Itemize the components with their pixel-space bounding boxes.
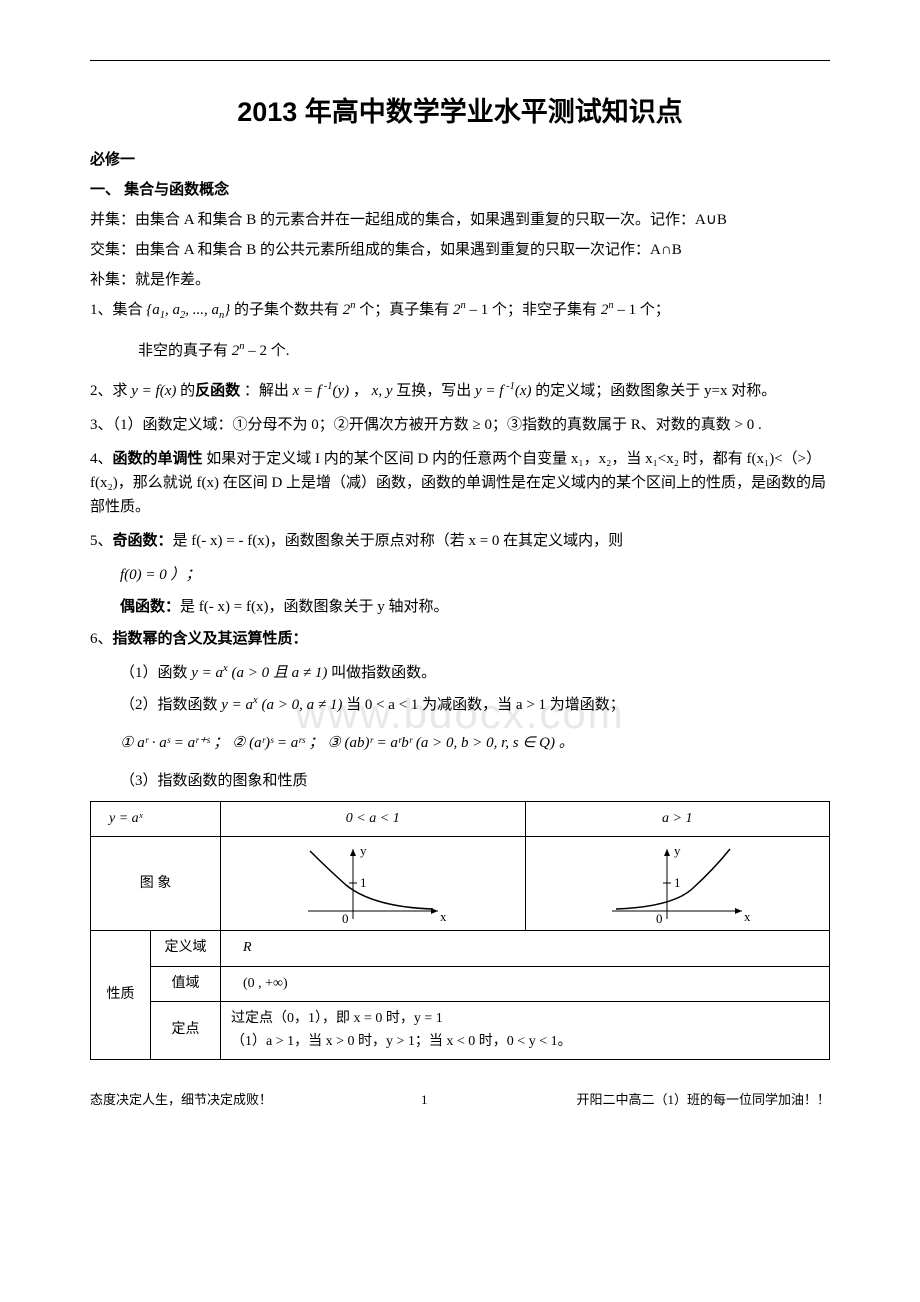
item1-mid: 的子集个数共有: [234, 302, 339, 318]
item-5: 5、奇函数：是 f(- x) = - f(x)，函数图象关于原点对称（若 x =…: [90, 529, 830, 553]
xy: x, y: [372, 383, 393, 399]
item6-bold: 指数幂的含义及其运算性质：: [113, 630, 308, 647]
th-graph-label: 图 象: [91, 837, 221, 931]
fixed-label: 定点: [151, 1002, 221, 1060]
top-rule: [90, 60, 830, 61]
svg-text:x: x: [744, 909, 751, 924]
set-notation: {a1, a2, ..., an}: [146, 302, 230, 318]
svg-text:0: 0: [342, 911, 349, 926]
th-fn: y = aˣ: [91, 801, 221, 836]
item-5-even: 偶函数：是 f(- x) = f(x)，函数图象关于 y 轴对称。: [90, 595, 830, 619]
svg-text:y: y: [360, 843, 367, 858]
two-n-4: 2n: [232, 343, 245, 359]
item-5-f0: f(0) = 0 ）；: [90, 563, 830, 587]
item2-text3: 互换，写出: [396, 383, 471, 399]
item5-prefix: 5、: [90, 533, 113, 549]
union-def: 并集：由集合 A 和集合 B 的元素合并在一起组成的集合，如果遇到重复的只取一次…: [90, 208, 830, 232]
item6-prefix: 6、: [90, 631, 113, 647]
item5-bold2: 偶函数：: [120, 598, 180, 615]
increasing-exp-icon: x y 0 1: [592, 841, 762, 926]
range-label: 值域: [151, 966, 221, 1001]
item6-2-pre: （2）指数函数: [120, 697, 218, 713]
item-4: 4、函数的单调性 如果对于定义域 I 内的某个区间 D 内的任意两个自变量 x₁…: [90, 447, 830, 519]
graph-decreasing-cell: x y 0 1: [221, 837, 526, 931]
union-label: 并集：: [90, 212, 135, 228]
item5-text2: 是 f(- x) = f(x)，函数图象关于 y 轴对称。: [180, 599, 448, 615]
item1-line2-end: – 2 个.: [248, 343, 289, 359]
item2-prefix: 2、求: [90, 383, 128, 399]
yax-cond: y = ax (a > 0 且 a ≠ 1): [191, 665, 331, 681]
subtitle: 必修一: [90, 148, 830, 172]
svg-text:1: 1: [360, 875, 367, 890]
item2-text4: 的定义域；函数图象关于 y=x 对称。: [535, 383, 776, 399]
yax-cond2: y = ax (a > 0, a ≠ 1): [221, 697, 342, 713]
svg-text:1: 1: [674, 875, 681, 890]
complement-text: 就是作差。: [135, 272, 210, 288]
item-6-rules: ① aʳ · aˢ = aʳ⁺ˢ ； ② (aʳ)ˢ = aʳˢ ； ③ (ab…: [90, 731, 830, 755]
union-text: 由集合 A 和集合 B 的元素合并在一起组成的集合，如果遇到重复的只取一次。记作…: [135, 212, 727, 228]
item-3: 3、（1）函数定义域：①分母不为 0；②开偶次方被开方数 ≥ 0；③指数的真数属…: [90, 413, 830, 437]
complement-def: 补集：就是作差。: [90, 268, 830, 292]
intersect-label: 交集：: [90, 242, 135, 258]
item-6: 6、指数幂的含义及其运算性质：: [90, 627, 830, 651]
item1-line2-start: 非空的真子有: [138, 343, 228, 359]
exponential-table: y = aˣ 0 < a < 1 a > 1 图 象 x y 0 1: [90, 801, 830, 1060]
item2-bold: 反函数: [195, 382, 240, 399]
item1-prefix: 1、集合: [90, 302, 143, 318]
domain-label: 定义域: [151, 931, 221, 966]
two-n-2: 2n: [453, 302, 466, 318]
table-row-domain: 性质 定义域 R: [91, 931, 830, 966]
page-title: 2013 年高中数学学业水平测试知识点: [90, 91, 830, 134]
yfinvx: y = f -1(x): [475, 383, 531, 399]
xfinvy: x = f -1(y): [293, 383, 349, 399]
footer-right: 开阳二中高二（1）班的每一位同学加油！！: [576, 1090, 830, 1111]
fixed-val: 过定点（0，1），即 x = 0 时，y = 1 （1）a > 1，当 x > …: [221, 1002, 830, 1060]
two-n-1: 2n: [343, 302, 356, 318]
svg-text:x: x: [440, 909, 447, 924]
intersect-text: 由集合 A 和集合 B 的公共元素所组成的集合，如果遇到重复的只取一次记作：A∩…: [135, 242, 682, 258]
range-val: (0 , +∞): [221, 966, 830, 1001]
table-row-graph: 图 象 x y 0 1 x y: [91, 837, 830, 931]
domain-val: R: [221, 931, 830, 966]
item2-text1: ：解出: [244, 383, 289, 399]
item-6-3: （3）指数函数的图象和性质: [90, 769, 830, 793]
two-n-3: 2n: [601, 302, 614, 318]
prop-label: 性质: [91, 931, 151, 1060]
item-6-1: （1）函数 y = ax (a > 0 且 a ≠ 1) 叫做指数函数。: [90, 661, 830, 685]
item6-1-pre: （1）函数: [120, 665, 188, 681]
decreasing-exp-icon: x y 0 1: [288, 841, 458, 926]
footer-left: 态度决定人生，细节决定成败！: [90, 1090, 272, 1111]
page-footer: 态度决定人生，细节决定成败！ 1 开阳二中高二（1）班的每一位同学加油！！: [90, 1090, 830, 1111]
item1-sub2: – 1 个；非空子集有: [470, 302, 598, 318]
item-6-2: （2）指数函数 y = ax (a > 0, a ≠ 1) 当 0 < a < …: [90, 693, 830, 717]
svg-text:y: y: [674, 843, 681, 858]
f0eq0: f(0) = 0 ）；: [120, 567, 201, 583]
table-row-range: 值域 (0 , +∞): [91, 966, 830, 1001]
item-1-line2: 非空的真子有 2n – 2 个.: [90, 339, 830, 363]
item2-text2: ，: [353, 383, 368, 399]
item4-bold: 函数的单调性: [113, 450, 203, 467]
th-range1: 0 < a < 1: [221, 801, 526, 836]
complement-label: 补集：: [90, 272, 135, 288]
item-1: 1、集合 {a1, a2, ..., an} 的子集个数共有 2n 个；真子集有…: [90, 298, 830, 325]
intersect-def: 交集：由集合 A 和集合 B 的公共元素所组成的集合，如果遇到重复的只取一次记作…: [90, 238, 830, 262]
yfx: y = f(x): [131, 383, 180, 399]
graph-increasing-cell: x y 0 1: [525, 837, 830, 931]
table-row-header: y = aˣ 0 < a < 1 a > 1: [91, 801, 830, 836]
item1-ge: 个；真子集有: [359, 302, 449, 318]
footer-page-number: 1: [421, 1090, 428, 1111]
item5-bold1: 奇函数：: [113, 532, 173, 549]
item5-text1: 是 f(- x) = - f(x)，函数图象关于原点对称（若 x = 0 在其定…: [173, 533, 624, 549]
svg-text:0: 0: [656, 911, 663, 926]
item1-sub3: – 1 个；: [617, 302, 670, 318]
section-heading: 一、 集合与函数概念: [90, 178, 830, 202]
th-range2: a > 1: [525, 801, 830, 836]
table-row-fixed: 定点 过定点（0，1），即 x = 0 时，y = 1 （1）a > 1，当 x…: [91, 1002, 830, 1060]
item-2: 2、求 y = f(x) 的反函数 ：解出 x = f -1(y) ， x, y…: [90, 379, 830, 403]
item6-2-text: 当 0 < a < 1 为减函数，当 a > 1 为增函数；: [346, 697, 625, 713]
item6-1-end: 叫做指数函数。: [331, 665, 436, 681]
item4-prefix: 4、: [90, 451, 113, 467]
